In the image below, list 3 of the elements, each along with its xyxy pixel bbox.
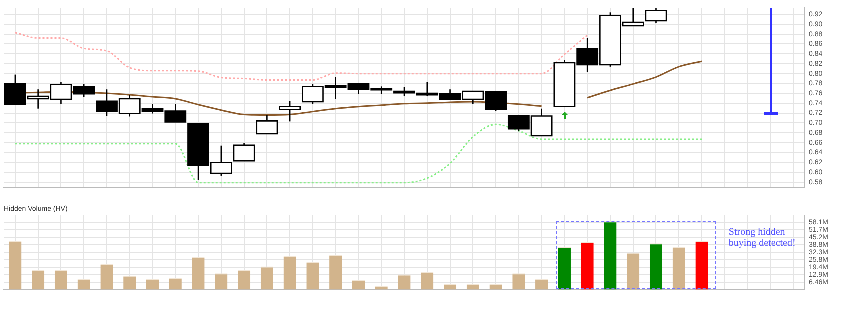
annotation: Strong hidden buying detected! (728, 227, 796, 250)
line-series (14, 124, 703, 184)
line-series (14, 32, 588, 81)
